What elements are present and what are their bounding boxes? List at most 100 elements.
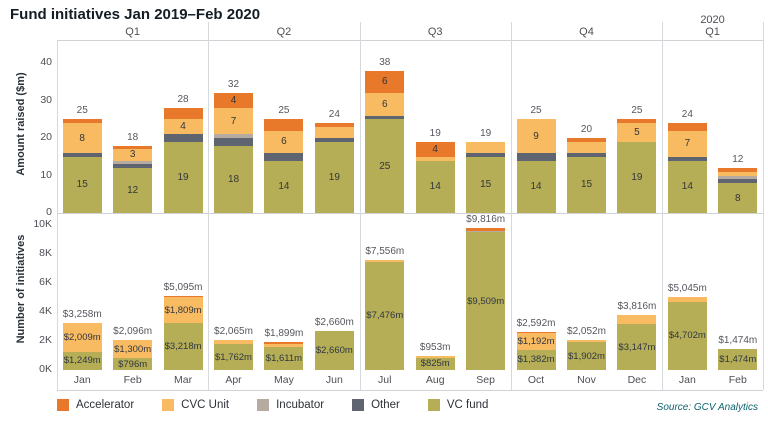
- segment-value-label: $825m: [420, 358, 450, 370]
- month-label: Jan: [678, 374, 696, 386]
- bar-segment-incubator: [718, 175, 758, 180]
- stacked-bar: $3,147m: [617, 314, 657, 370]
- y-tick-label: 10K: [33, 217, 52, 230]
- bar-segment-incubator: [113, 160, 153, 165]
- segment-value-label: $7,476m: [366, 310, 404, 322]
- stacked-bar: $9,509m: [466, 227, 506, 370]
- bar-segment-accelerator: [466, 227, 506, 231]
- bar-total-label: $2,052m: [567, 326, 606, 338]
- legend-swatch-accelerator: [57, 399, 69, 411]
- stacked-bar: $2,660m: [314, 331, 354, 370]
- stacked-bar: 3 12: [113, 145, 153, 213]
- bar-total-label: 25: [530, 105, 542, 117]
- segment-value-label: 19: [177, 171, 189, 183]
- bar-segment-accelerator: [163, 296, 203, 298]
- bar-segment-vc_fund: 18: [214, 145, 253, 213]
- bar-segment-vc_fund: $4,702m: [667, 301, 707, 370]
- bar-total-label: 38: [379, 56, 391, 68]
- bar-segment-vc_fund: 19: [314, 141, 354, 213]
- segment-value-label: 15: [480, 179, 492, 191]
- bar-total-label: $953m: [419, 342, 451, 354]
- bar-segment-other: [163, 134, 203, 142]
- bar-segment-cvc_unit: [314, 126, 354, 138]
- quarter-label: Q4: [579, 26, 594, 38]
- stacked-bar: $1,300m $796m: [113, 339, 153, 370]
- month-label: Apr: [225, 374, 242, 386]
- stacked-bar: 4 19: [163, 108, 203, 213]
- bar-segment-other: [466, 153, 506, 157]
- segment-value-label: $1,474m: [719, 353, 757, 365]
- quarter-divider: [510, 22, 512, 390]
- segment-value-label: 8: [735, 192, 741, 204]
- legend-item-vc_fund: VC fund: [427, 399, 488, 411]
- bar-segment-vc_fund: 15: [466, 156, 506, 213]
- bar-segment-other: [667, 156, 707, 161]
- bar-segment-accelerator: [567, 138, 606, 142]
- bar-total-label: $1,899m: [264, 328, 304, 340]
- month-label: Oct: [527, 374, 545, 386]
- legend-label: Incubator: [276, 399, 325, 411]
- stacked-bar: 6 6 25: [365, 70, 405, 213]
- segment-value-label: $1,192m: [517, 335, 555, 347]
- bar-segment-accelerator: [617, 119, 657, 123]
- segment-value-label: 8: [79, 132, 85, 144]
- bar-segment-accelerator: [314, 123, 354, 127]
- bar-segment-cvc_unit: $1,809m: [163, 297, 203, 324]
- segment-value-label: 9: [533, 130, 539, 142]
- stacked-bar: $1,611m: [264, 342, 304, 370]
- segment-value-label: 14: [278, 181, 290, 193]
- segment-value-label: 3: [129, 149, 136, 161]
- bar-segment-cvc_unit: [567, 141, 606, 153]
- stacked-bar: $1,192m $1,382m: [516, 332, 556, 370]
- bar-segment-cvc_unit: [617, 314, 657, 325]
- bar-segment-vc_fund: $825m: [415, 358, 455, 370]
- legend-label: Accelerator: [76, 399, 135, 411]
- bar-segment-vc_fund: 14: [516, 160, 556, 213]
- stacked-bar: 19: [314, 123, 354, 213]
- stacked-bar: $7,476m: [365, 260, 405, 370]
- quarter-divider: [57, 40, 58, 390]
- bar-segment-cvc_unit: [466, 141, 506, 153]
- month-label: Sep: [476, 374, 495, 386]
- legend-label: Other: [371, 399, 400, 411]
- bar-total-label: 25: [278, 105, 290, 117]
- bar-segment-cvc_unit: $2,009m: [62, 322, 102, 352]
- segment-value-label: $2,660m: [315, 345, 353, 357]
- stacked-bar: $2,009m $1,249m: [62, 322, 102, 370]
- bar-total-label: 12: [732, 154, 744, 165]
- bar-segment-cvc_unit: [415, 356, 455, 359]
- quarter-label: Q2: [276, 26, 292, 38]
- bar-segment-vc_fund: 19: [617, 141, 657, 213]
- stacked-bar: 4 7 18: [214, 93, 253, 213]
- bar-segment-cvc_unit: 4: [163, 119, 203, 135]
- bar-segment-accelerator: [264, 119, 304, 131]
- bar-segment-vc_fund: $796m: [113, 358, 153, 370]
- stacked-bar: $4,702m: [667, 296, 707, 370]
- stacked-bar: 6 14: [264, 119, 304, 213]
- segment-value-label: $1,611m: [265, 352, 303, 364]
- segment-value-label: 7: [684, 138, 691, 150]
- bar-segment-cvc_unit: $1,300m: [113, 339, 153, 359]
- bar-total-label: 18: [127, 131, 139, 143]
- segment-value-label: 4: [432, 143, 438, 155]
- stacked-bar: 9 14: [516, 119, 556, 213]
- bar-segment-vc_fund: 12: [113, 168, 153, 213]
- bar-segment-vc_fund: $7,476m: [365, 261, 405, 370]
- segment-value-label: 12: [127, 185, 139, 196]
- segment-value-label: 18: [227, 173, 240, 185]
- bar-segment-other: [718, 179, 758, 183]
- bar-segment-accelerator: [62, 119, 102, 123]
- y-tick-label: 40: [40, 55, 52, 68]
- month-label: Nov: [577, 374, 596, 386]
- segment-value-label: 25: [379, 160, 391, 172]
- bar-total-label: 25: [76, 105, 88, 117]
- bar-segment-vc_fund: $1,902m: [567, 342, 606, 370]
- month-label: Jan: [73, 374, 91, 386]
- segment-value-label: $2,009m: [63, 331, 101, 343]
- bar-total-label: 25: [631, 105, 643, 117]
- y-tick-label: 8K: [39, 246, 52, 259]
- bar-segment-other: [314, 138, 354, 142]
- bar-total-label: $2,065m: [214, 326, 253, 338]
- bar-segment-cvc_unit: 7: [667, 130, 707, 157]
- segment-value-label: 14: [530, 181, 542, 193]
